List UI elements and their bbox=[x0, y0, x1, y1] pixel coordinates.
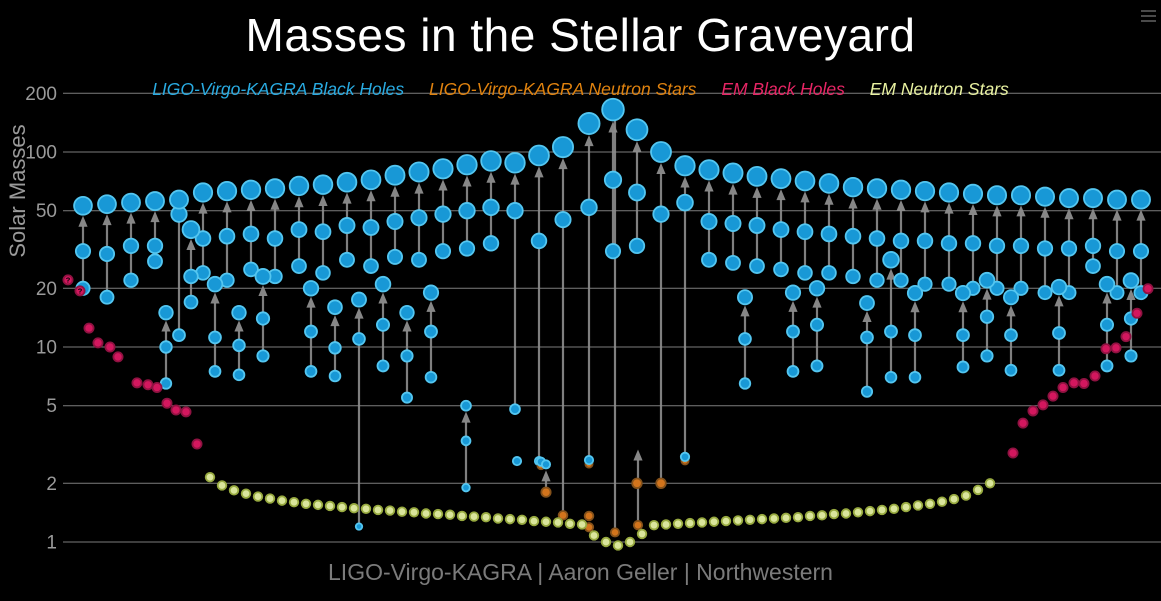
axis-tick-labels: 200 100 50 20 10 5 2 1 bbox=[25, 84, 57, 554]
y-tick-label: 2 bbox=[46, 474, 57, 495]
em-black-holes-layer: ?? bbox=[62, 274, 1154, 459]
y-axis-label: Solar Masses bbox=[5, 124, 30, 258]
chart-legend: LIGO-Virgo-KAGRA Black Holes LIGO-Virgo-… bbox=[0, 79, 1161, 100]
y-tick-label: 1 bbox=[46, 533, 57, 554]
em-neutron-stars-layer bbox=[204, 471, 996, 551]
page-title: Masses in the Stellar Graveyard bbox=[245, 9, 916, 61]
merger-dots-layer bbox=[73, 97, 1151, 538]
y-tick-label: 5 bbox=[46, 396, 57, 417]
uncertain-mass-question-mark: ? bbox=[66, 275, 71, 284]
merger-arrows-layer bbox=[78, 117, 1146, 533]
y-tick-label: 200 bbox=[25, 84, 57, 105]
credit-caption: LIGO-Virgo-KAGRA | Aaron Geller | Northw… bbox=[328, 559, 833, 585]
legend-em-neutron-stars: EM Neutron Stars bbox=[869, 79, 1009, 99]
y-tick-label: 100 bbox=[25, 143, 57, 164]
uncertain-mass-question-mark: ? bbox=[78, 286, 83, 295]
legend-lvk-neutron-stars: LIGO-Virgo-KAGRA Neutron Stars bbox=[428, 79, 697, 99]
y-tick-label: 10 bbox=[36, 338, 57, 359]
legend-em-black-holes: EM Black Holes bbox=[721, 79, 845, 99]
y-tick-label: 50 bbox=[36, 201, 57, 222]
y-tick-label: 20 bbox=[36, 279, 57, 300]
hamburger-menu-icon[interactable] bbox=[1138, 7, 1156, 25]
legend-lvk-black-holes: LIGO-Virgo-KAGRA Black Holes bbox=[152, 79, 405, 99]
